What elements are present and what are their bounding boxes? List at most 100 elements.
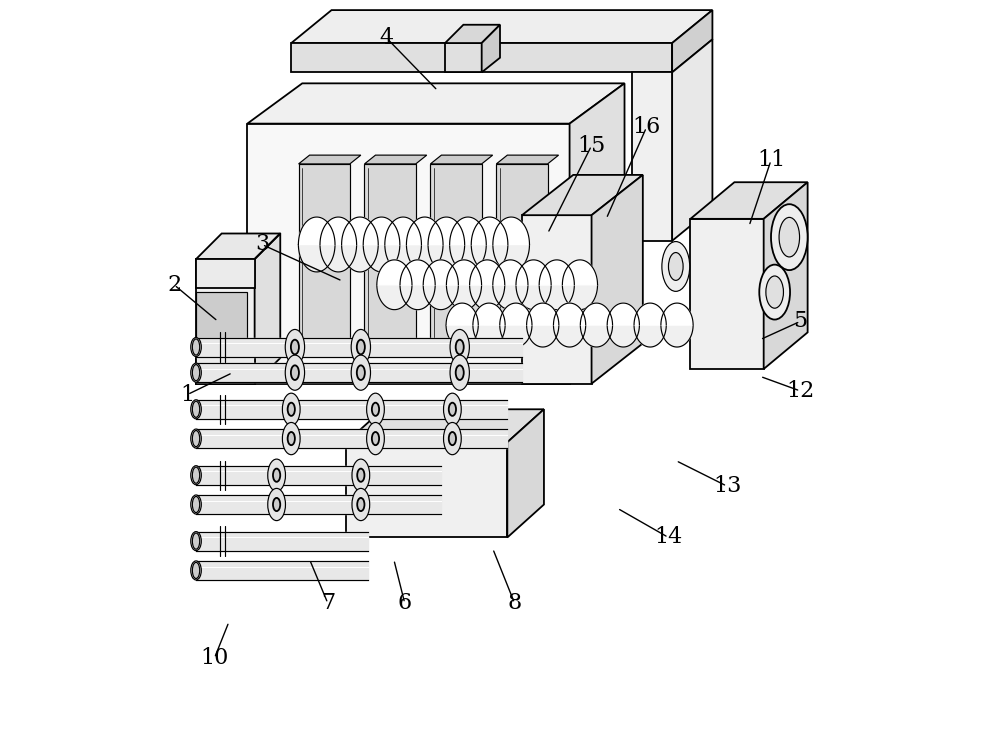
- Text: 5: 5: [793, 311, 807, 332]
- Polygon shape: [607, 325, 639, 347]
- Ellipse shape: [444, 393, 461, 425]
- Polygon shape: [482, 25, 500, 72]
- Polygon shape: [299, 164, 350, 347]
- Text: 15: 15: [577, 134, 606, 156]
- Text: 6: 6: [398, 593, 412, 614]
- Polygon shape: [661, 325, 693, 347]
- Polygon shape: [634, 325, 666, 347]
- Polygon shape: [493, 217, 529, 244]
- Ellipse shape: [191, 495, 201, 514]
- Ellipse shape: [444, 422, 461, 455]
- Polygon shape: [446, 285, 482, 310]
- Ellipse shape: [288, 432, 295, 445]
- Polygon shape: [346, 410, 544, 442]
- Ellipse shape: [192, 497, 200, 513]
- Polygon shape: [446, 303, 478, 325]
- Polygon shape: [507, 410, 544, 537]
- Ellipse shape: [456, 339, 464, 354]
- Ellipse shape: [191, 400, 201, 418]
- Polygon shape: [400, 285, 435, 310]
- Ellipse shape: [192, 339, 200, 355]
- Ellipse shape: [268, 489, 285, 520]
- Polygon shape: [493, 244, 529, 272]
- Ellipse shape: [291, 365, 299, 380]
- Ellipse shape: [351, 329, 371, 365]
- Polygon shape: [690, 219, 764, 369]
- Polygon shape: [385, 217, 421, 244]
- Ellipse shape: [191, 466, 201, 485]
- Ellipse shape: [191, 337, 201, 356]
- Text: 10: 10: [200, 647, 229, 669]
- Polygon shape: [607, 303, 639, 325]
- Polygon shape: [470, 285, 505, 310]
- Polygon shape: [400, 260, 435, 285]
- Polygon shape: [473, 303, 505, 325]
- Ellipse shape: [759, 265, 790, 320]
- Text: 11: 11: [757, 149, 785, 171]
- Polygon shape: [470, 260, 505, 285]
- Polygon shape: [196, 531, 368, 551]
- Ellipse shape: [352, 489, 370, 520]
- Polygon shape: [450, 244, 486, 272]
- Ellipse shape: [192, 401, 200, 418]
- Ellipse shape: [191, 531, 201, 551]
- Text: 14: 14: [654, 526, 683, 548]
- Polygon shape: [672, 39, 712, 241]
- Ellipse shape: [192, 467, 200, 483]
- Polygon shape: [580, 303, 613, 325]
- Ellipse shape: [766, 276, 783, 308]
- Polygon shape: [406, 217, 443, 244]
- Polygon shape: [516, 285, 551, 310]
- Polygon shape: [553, 303, 586, 325]
- Polygon shape: [450, 217, 486, 244]
- Polygon shape: [527, 303, 559, 325]
- Polygon shape: [539, 260, 574, 285]
- Ellipse shape: [352, 459, 370, 492]
- Text: 3: 3: [255, 233, 269, 255]
- Polygon shape: [562, 285, 598, 310]
- Polygon shape: [298, 244, 335, 272]
- Polygon shape: [298, 217, 335, 244]
- Polygon shape: [196, 429, 507, 448]
- Ellipse shape: [771, 204, 808, 270]
- Polygon shape: [690, 182, 808, 219]
- Ellipse shape: [357, 469, 364, 482]
- Polygon shape: [364, 164, 416, 347]
- Ellipse shape: [192, 430, 200, 446]
- Ellipse shape: [357, 365, 365, 380]
- Polygon shape: [196, 400, 507, 418]
- Polygon shape: [553, 325, 586, 347]
- Polygon shape: [342, 217, 378, 244]
- Text: 12: 12: [786, 380, 814, 402]
- Ellipse shape: [191, 561, 201, 580]
- Polygon shape: [247, 124, 570, 384]
- Polygon shape: [445, 43, 482, 72]
- Polygon shape: [320, 244, 357, 272]
- Ellipse shape: [351, 355, 371, 390]
- Polygon shape: [406, 244, 443, 272]
- Text: 2: 2: [167, 274, 181, 296]
- Ellipse shape: [450, 355, 469, 390]
- Polygon shape: [423, 285, 458, 310]
- Polygon shape: [570, 83, 625, 384]
- Ellipse shape: [456, 365, 464, 380]
- Polygon shape: [430, 164, 482, 347]
- Text: 16: 16: [632, 117, 661, 138]
- Polygon shape: [428, 244, 465, 272]
- Ellipse shape: [450, 329, 469, 365]
- Polygon shape: [196, 259, 255, 289]
- Ellipse shape: [449, 432, 456, 445]
- Polygon shape: [430, 155, 493, 164]
- Ellipse shape: [191, 429, 201, 448]
- Ellipse shape: [192, 533, 200, 549]
- Ellipse shape: [273, 469, 280, 482]
- Text: 1: 1: [180, 384, 194, 406]
- Polygon shape: [496, 155, 559, 164]
- Polygon shape: [320, 217, 357, 244]
- Polygon shape: [299, 155, 361, 164]
- Text: 7: 7: [321, 593, 335, 614]
- Ellipse shape: [273, 498, 280, 511]
- Polygon shape: [247, 83, 625, 124]
- Polygon shape: [364, 155, 427, 164]
- Ellipse shape: [668, 252, 683, 280]
